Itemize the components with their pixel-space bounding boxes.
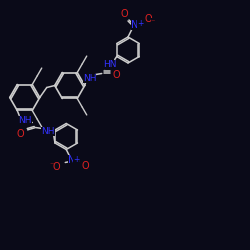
Text: NH: NH [42, 127, 55, 136]
Text: HN: HN [103, 60, 117, 69]
Text: O: O [52, 162, 60, 172]
Text: N: N [68, 156, 75, 166]
Text: O: O [16, 130, 24, 140]
Text: +: + [73, 155, 80, 164]
Text: ⁻: ⁻ [151, 18, 155, 26]
Text: NH: NH [18, 116, 32, 125]
Text: ⁻: ⁻ [49, 160, 54, 169]
Text: O: O [144, 14, 152, 24]
Text: O: O [113, 70, 120, 80]
Text: NH: NH [83, 74, 96, 83]
Text: +: + [137, 18, 143, 28]
Text: O: O [120, 9, 128, 19]
Text: N: N [131, 20, 139, 30]
Text: O: O [82, 162, 89, 172]
